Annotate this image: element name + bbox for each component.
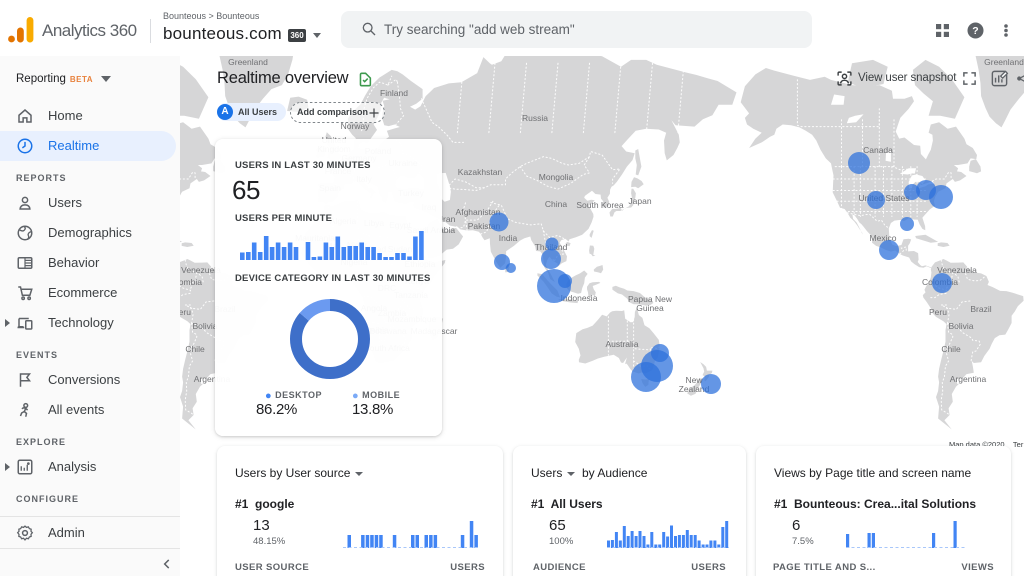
svg-text:Afghanistan: Afghanistan <box>456 207 501 217</box>
svg-text:Mongolia: Mongolia <box>539 172 574 182</box>
svg-text:China: China <box>545 199 567 209</box>
svg-text:Australia: Australia <box>605 339 638 349</box>
svg-text:Brazil: Brazil <box>970 304 991 314</box>
svg-text:Indonesia: Indonesia <box>561 293 598 303</box>
svg-text:Papua New: Papua New <box>628 294 673 304</box>
svg-text:Colombia: Colombia <box>180 277 202 287</box>
svg-text:Canada: Canada <box>863 145 893 155</box>
svg-text:Argentina: Argentina <box>194 374 231 384</box>
svg-text:Peru: Peru <box>929 307 947 317</box>
svg-text:Russia: Russia <box>522 113 548 123</box>
svg-text:?: ? <box>972 25 978 37</box>
svg-text:South Korea: South Korea <box>576 200 624 210</box>
svg-text:India: India <box>499 233 518 243</box>
svg-text:Pakistan: Pakistan <box>468 221 501 231</box>
svg-text:New: New <box>685 375 703 385</box>
svg-text:Greenland: Greenland <box>228 57 268 67</box>
svg-text:Chile: Chile <box>185 344 205 354</box>
svg-text:Iran: Iran <box>441 214 456 224</box>
svg-text:Finland: Finland <box>380 88 408 98</box>
svg-text:Chile: Chile <box>941 344 961 354</box>
svg-text:Kazakhstan: Kazakhstan <box>458 167 503 177</box>
svg-text:Venezuela: Venezuela <box>937 265 977 275</box>
svg-text:Norway: Norway <box>341 121 371 131</box>
svg-text:Peru: Peru <box>180 307 191 317</box>
svg-text:Venezuela: Venezuela <box>181 265 221 275</box>
svg-text:Mexico: Mexico <box>870 233 897 243</box>
svg-text:Greenland: Greenland <box>984 57 1024 67</box>
svg-text:Guinea: Guinea <box>636 303 664 313</box>
svg-text:Bolivia: Bolivia <box>948 321 973 331</box>
svg-text:Japan: Japan <box>628 196 651 206</box>
svg-text:Argentina: Argentina <box>950 374 987 384</box>
svg-text:Bolivia: Bolivia <box>192 321 217 331</box>
svg-text:Zealand: Zealand <box>679 384 710 394</box>
